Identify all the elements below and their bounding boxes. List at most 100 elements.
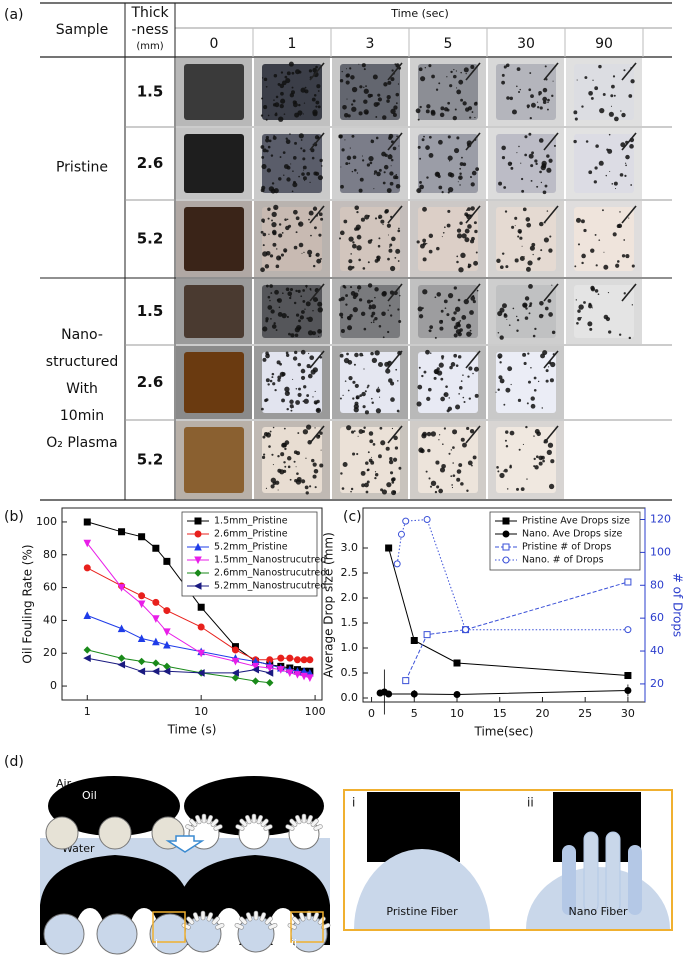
oil-spot [416,240,420,244]
needle [543,62,559,81]
oil-spot [610,105,613,107]
oil-spot [298,133,304,139]
needle [621,132,637,151]
oil-spot [430,480,437,486]
zoom-box [152,911,186,943]
y-tick-label: 20 [43,646,57,659]
oil-spot [342,462,348,467]
oil-spot [451,316,456,322]
photo [410,346,486,419]
thickness: 1.5 [137,83,164,101]
oil-spot [505,445,509,448]
oil-spot [381,291,387,297]
photo [332,201,408,277]
oil-spot [383,164,389,170]
marker [624,672,632,679]
oil-spot [465,107,470,112]
oil-spot [269,430,272,433]
photo [176,128,252,199]
oil-spot [356,210,359,214]
oil-spot [447,191,450,194]
oil-spot [352,241,355,244]
marker [502,543,510,551]
oil-spot [605,174,607,177]
oil-spot [269,379,273,383]
oil-spot [428,64,432,68]
oil-spot [281,398,285,403]
oil-spot [449,172,455,178]
oil-spot [343,219,348,224]
oil-spot [522,352,527,357]
oil-spot [532,334,536,338]
sample [496,134,556,193]
oil-spot [397,260,400,262]
x-axis-label: Time (s) [167,723,217,737]
oil-spot [280,71,284,74]
oil-spot [359,177,364,182]
oil-spot [398,145,400,147]
oil-spot [442,231,445,234]
oil-spot [532,253,534,256]
oil-spot [390,165,392,167]
oil-spot [497,388,500,391]
oil-spot [267,114,270,117]
oil-spot [356,234,362,240]
oil-spot [457,298,461,302]
oil-spot [428,135,432,139]
oil-spot [368,458,373,463]
oil-spot [540,181,543,184]
oil-spot [312,297,318,302]
oil-spot [265,135,269,140]
header: Sample [56,22,109,38]
marker [118,528,126,536]
oil-spot [526,478,528,480]
oil-spot [457,323,461,328]
oil-spot [516,85,518,88]
oil-spot [430,431,437,437]
pristine-fiber [354,849,490,929]
oil-spot [613,94,616,97]
oil-spot [352,452,356,456]
oil-spot [534,465,539,470]
oil-spot [441,355,445,359]
oil-spot [607,291,610,294]
oil-spot [288,332,291,336]
oil-spot [300,147,303,150]
oil-spot [265,432,272,438]
oil-spot [621,112,626,118]
marker [624,578,632,586]
photo [410,58,486,126]
oil-spot [418,67,423,72]
series-line [87,657,270,674]
oil-spot [284,75,288,79]
oil-spot [350,487,354,491]
oil-spot [475,251,478,254]
oil-spot [449,365,453,370]
oil-spot [630,79,635,84]
oil-spot [625,164,627,167]
oil-spot [549,235,552,238]
inset-caption: Nano Fiber [568,905,628,918]
oil-spot [284,447,287,451]
oil-spot [576,79,578,81]
x-tick-label: 20 [535,707,549,720]
oil-spot [450,362,456,367]
y-tick-label: 1.0 [341,641,359,654]
water-gap [269,908,297,952]
oil-spot [428,329,432,333]
oil-spot [305,301,311,307]
oil-spot [539,106,543,110]
oil-spot [361,155,364,157]
photo [566,279,642,344]
oil-spot [391,490,397,496]
y2-tick-label: 20 [650,677,664,690]
oil-spot [284,218,287,221]
oil-spot [294,333,299,338]
oil-spot [360,217,366,222]
zoom-box [290,911,324,943]
oil-spot [274,207,276,209]
oil-spot [472,372,474,375]
nano-pillar [185,824,195,831]
oil-spot [362,405,366,409]
oil-spot [546,167,552,173]
